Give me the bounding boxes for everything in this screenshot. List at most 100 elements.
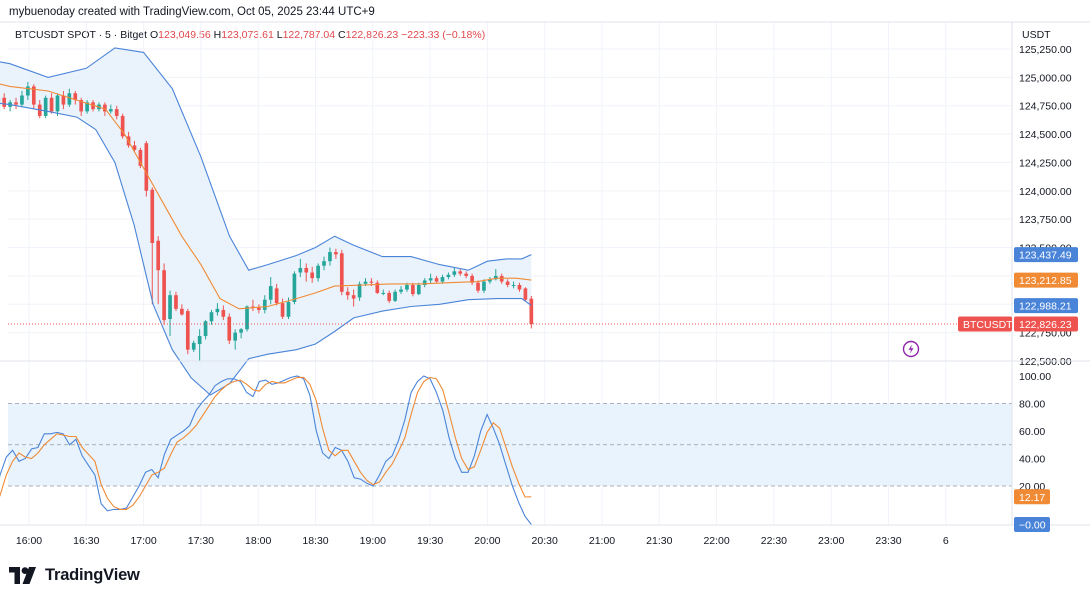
candle[interactable] [227, 313, 232, 344]
candle[interactable] [144, 140, 149, 197]
candle-body [416, 284, 421, 295]
candle[interactable] [416, 282, 421, 296]
candle[interactable] [511, 281, 516, 289]
candle[interactable] [399, 286, 403, 295]
candle[interactable] [339, 249, 344, 296]
candle[interactable] [215, 303, 220, 316]
candle[interactable] [476, 280, 480, 293]
candle[interactable] [446, 272, 451, 280]
candle[interactable] [298, 258, 303, 278]
candlestick-series[interactable] [0, 55, 534, 361]
candle[interactable] [233, 329, 238, 350]
candle[interactable] [150, 187, 155, 305]
candle[interactable] [26, 81, 30, 101]
candle[interactable] [422, 278, 427, 288]
candle-body [274, 288, 279, 304]
candle[interactable] [209, 309, 214, 325]
candle[interactable] [55, 93, 60, 116]
candle[interactable] [203, 320, 208, 340]
candle[interactable] [488, 277, 492, 284]
candle[interactable] [381, 289, 386, 296]
candle-body [405, 284, 409, 290]
candle-body [452, 271, 457, 275]
candle[interactable] [49, 93, 54, 114]
bollinger-basis-line [0, 83, 532, 310]
candle[interactable] [345, 287, 350, 300]
legend-symbol[interactable]: BTCUSDT SPOT · 5 · Bitget [15, 29, 148, 41]
candle[interactable] [43, 95, 48, 119]
candle[interactable] [185, 308, 190, 355]
candle[interactable] [257, 304, 261, 314]
candle-body [446, 274, 451, 278]
candle[interactable] [73, 90, 78, 105]
candle[interactable] [262, 295, 267, 314]
time-axis-tick: 22:00 [703, 535, 729, 547]
candle[interactable] [482, 279, 486, 293]
candle[interactable] [464, 271, 469, 279]
candle-body [67, 93, 72, 105]
candle[interactable] [470, 273, 474, 285]
candle-body [316, 265, 320, 279]
candle-body [20, 95, 24, 105]
candle-body [393, 291, 397, 301]
candle-body [144, 143, 149, 191]
candle[interactable] [239, 328, 243, 339]
candle-body [339, 253, 344, 292]
candle[interactable] [162, 263, 166, 325]
candle[interactable] [274, 283, 279, 306]
candle-body [239, 329, 243, 333]
candle[interactable] [156, 236, 161, 305]
candle[interactable] [138, 147, 143, 169]
candle[interactable] [428, 273, 433, 284]
candle-body [322, 261, 326, 266]
candle[interactable] [108, 104, 113, 114]
candle[interactable] [79, 97, 84, 116]
candle-body [209, 312, 214, 322]
candle[interactable] [334, 248, 338, 259]
candle[interactable] [517, 282, 522, 292]
candle[interactable] [316, 263, 320, 282]
candle[interactable] [120, 113, 125, 139]
candle-body [387, 292, 392, 301]
candle[interactable] [168, 290, 172, 337]
candle[interactable] [529, 295, 534, 329]
candle[interactable] [245, 305, 249, 332]
candle[interactable] [393, 289, 397, 303]
candle[interactable] [61, 90, 66, 110]
candle[interactable] [375, 280, 380, 295]
candle[interactable] [31, 84, 36, 110]
candle[interactable] [304, 263, 309, 282]
candle[interactable] [458, 269, 463, 276]
chart-header: mybuenoday created with TradingView.com,… [9, 6, 375, 18]
candle[interactable] [387, 290, 392, 304]
candle[interactable] [351, 289, 356, 307]
candle[interactable] [132, 140, 137, 153]
candle[interactable] [2, 93, 7, 110]
candle[interactable] [411, 282, 415, 297]
candle[interactable] [452, 267, 457, 278]
candle[interactable] [114, 105, 119, 120]
alert-lightning-icon[interactable] [902, 340, 920, 358]
candle[interactable] [268, 277, 273, 305]
candle[interactable] [440, 274, 445, 284]
candle[interactable] [328, 247, 332, 266]
stoch-d-line [0, 376, 532, 510]
candle-body [103, 104, 107, 112]
candle[interactable] [310, 266, 315, 283]
candle[interactable] [14, 97, 18, 110]
tradingview-logo[interactable]: TradingView [9, 566, 140, 585]
candle[interactable] [434, 275, 439, 283]
candle-body [351, 295, 356, 299]
candle[interactable] [221, 305, 226, 321]
candle[interactable] [505, 279, 510, 288]
candle[interactable] [251, 299, 255, 312]
candle[interactable] [85, 100, 89, 114]
candle[interactable] [191, 340, 196, 352]
candle[interactable] [20, 90, 24, 107]
candle[interactable] [180, 304, 184, 316]
candle[interactable] [322, 256, 326, 271]
candle[interactable] [523, 287, 528, 301]
candle[interactable] [197, 329, 202, 361]
candle[interactable] [174, 291, 178, 312]
